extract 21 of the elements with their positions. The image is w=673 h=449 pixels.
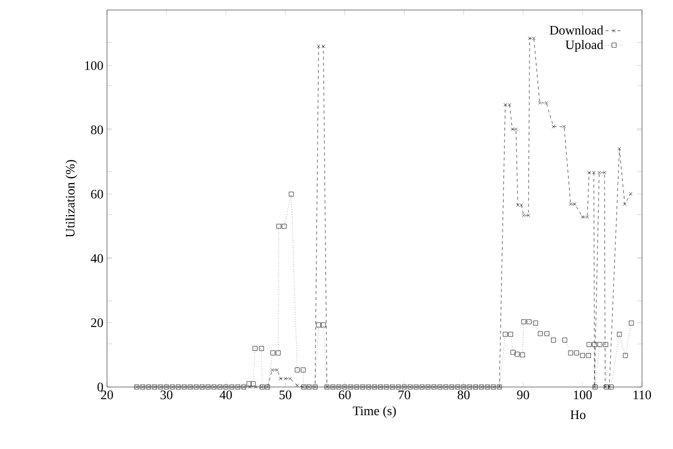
legend-label: Upload	[566, 40, 604, 52]
y-axis-title: Utilization (%)	[65, 160, 78, 238]
y-tick-label: 20	[91, 318, 103, 328]
x-tick-label: 20	[101, 390, 113, 400]
x-tick-label: 70	[398, 390, 410, 400]
y-tick-label: 80	[91, 126, 103, 134]
x-tick-label: 30	[160, 390, 172, 400]
x-tick-label: 40	[220, 390, 232, 400]
y-tick-label: 0	[98, 382, 103, 392]
x-tick-label: 100	[574, 390, 592, 400]
x-axis-title: Time (s)	[352, 406, 396, 418]
x-tick-label: 90	[517, 390, 530, 400]
legend-label: Download	[550, 25, 604, 35]
y-tick-label: 100	[85, 61, 103, 70]
x-tick-label: 60	[338, 390, 351, 400]
x-tick-label: 50	[280, 390, 292, 400]
text: Ho	[570, 410, 586, 420]
y-tick-label: 60	[91, 190, 103, 199]
x-tick-label: 110	[634, 390, 651, 400]
x-tick-label: 80	[458, 390, 470, 400]
y-tick-label: 40	[90, 254, 103, 263]
